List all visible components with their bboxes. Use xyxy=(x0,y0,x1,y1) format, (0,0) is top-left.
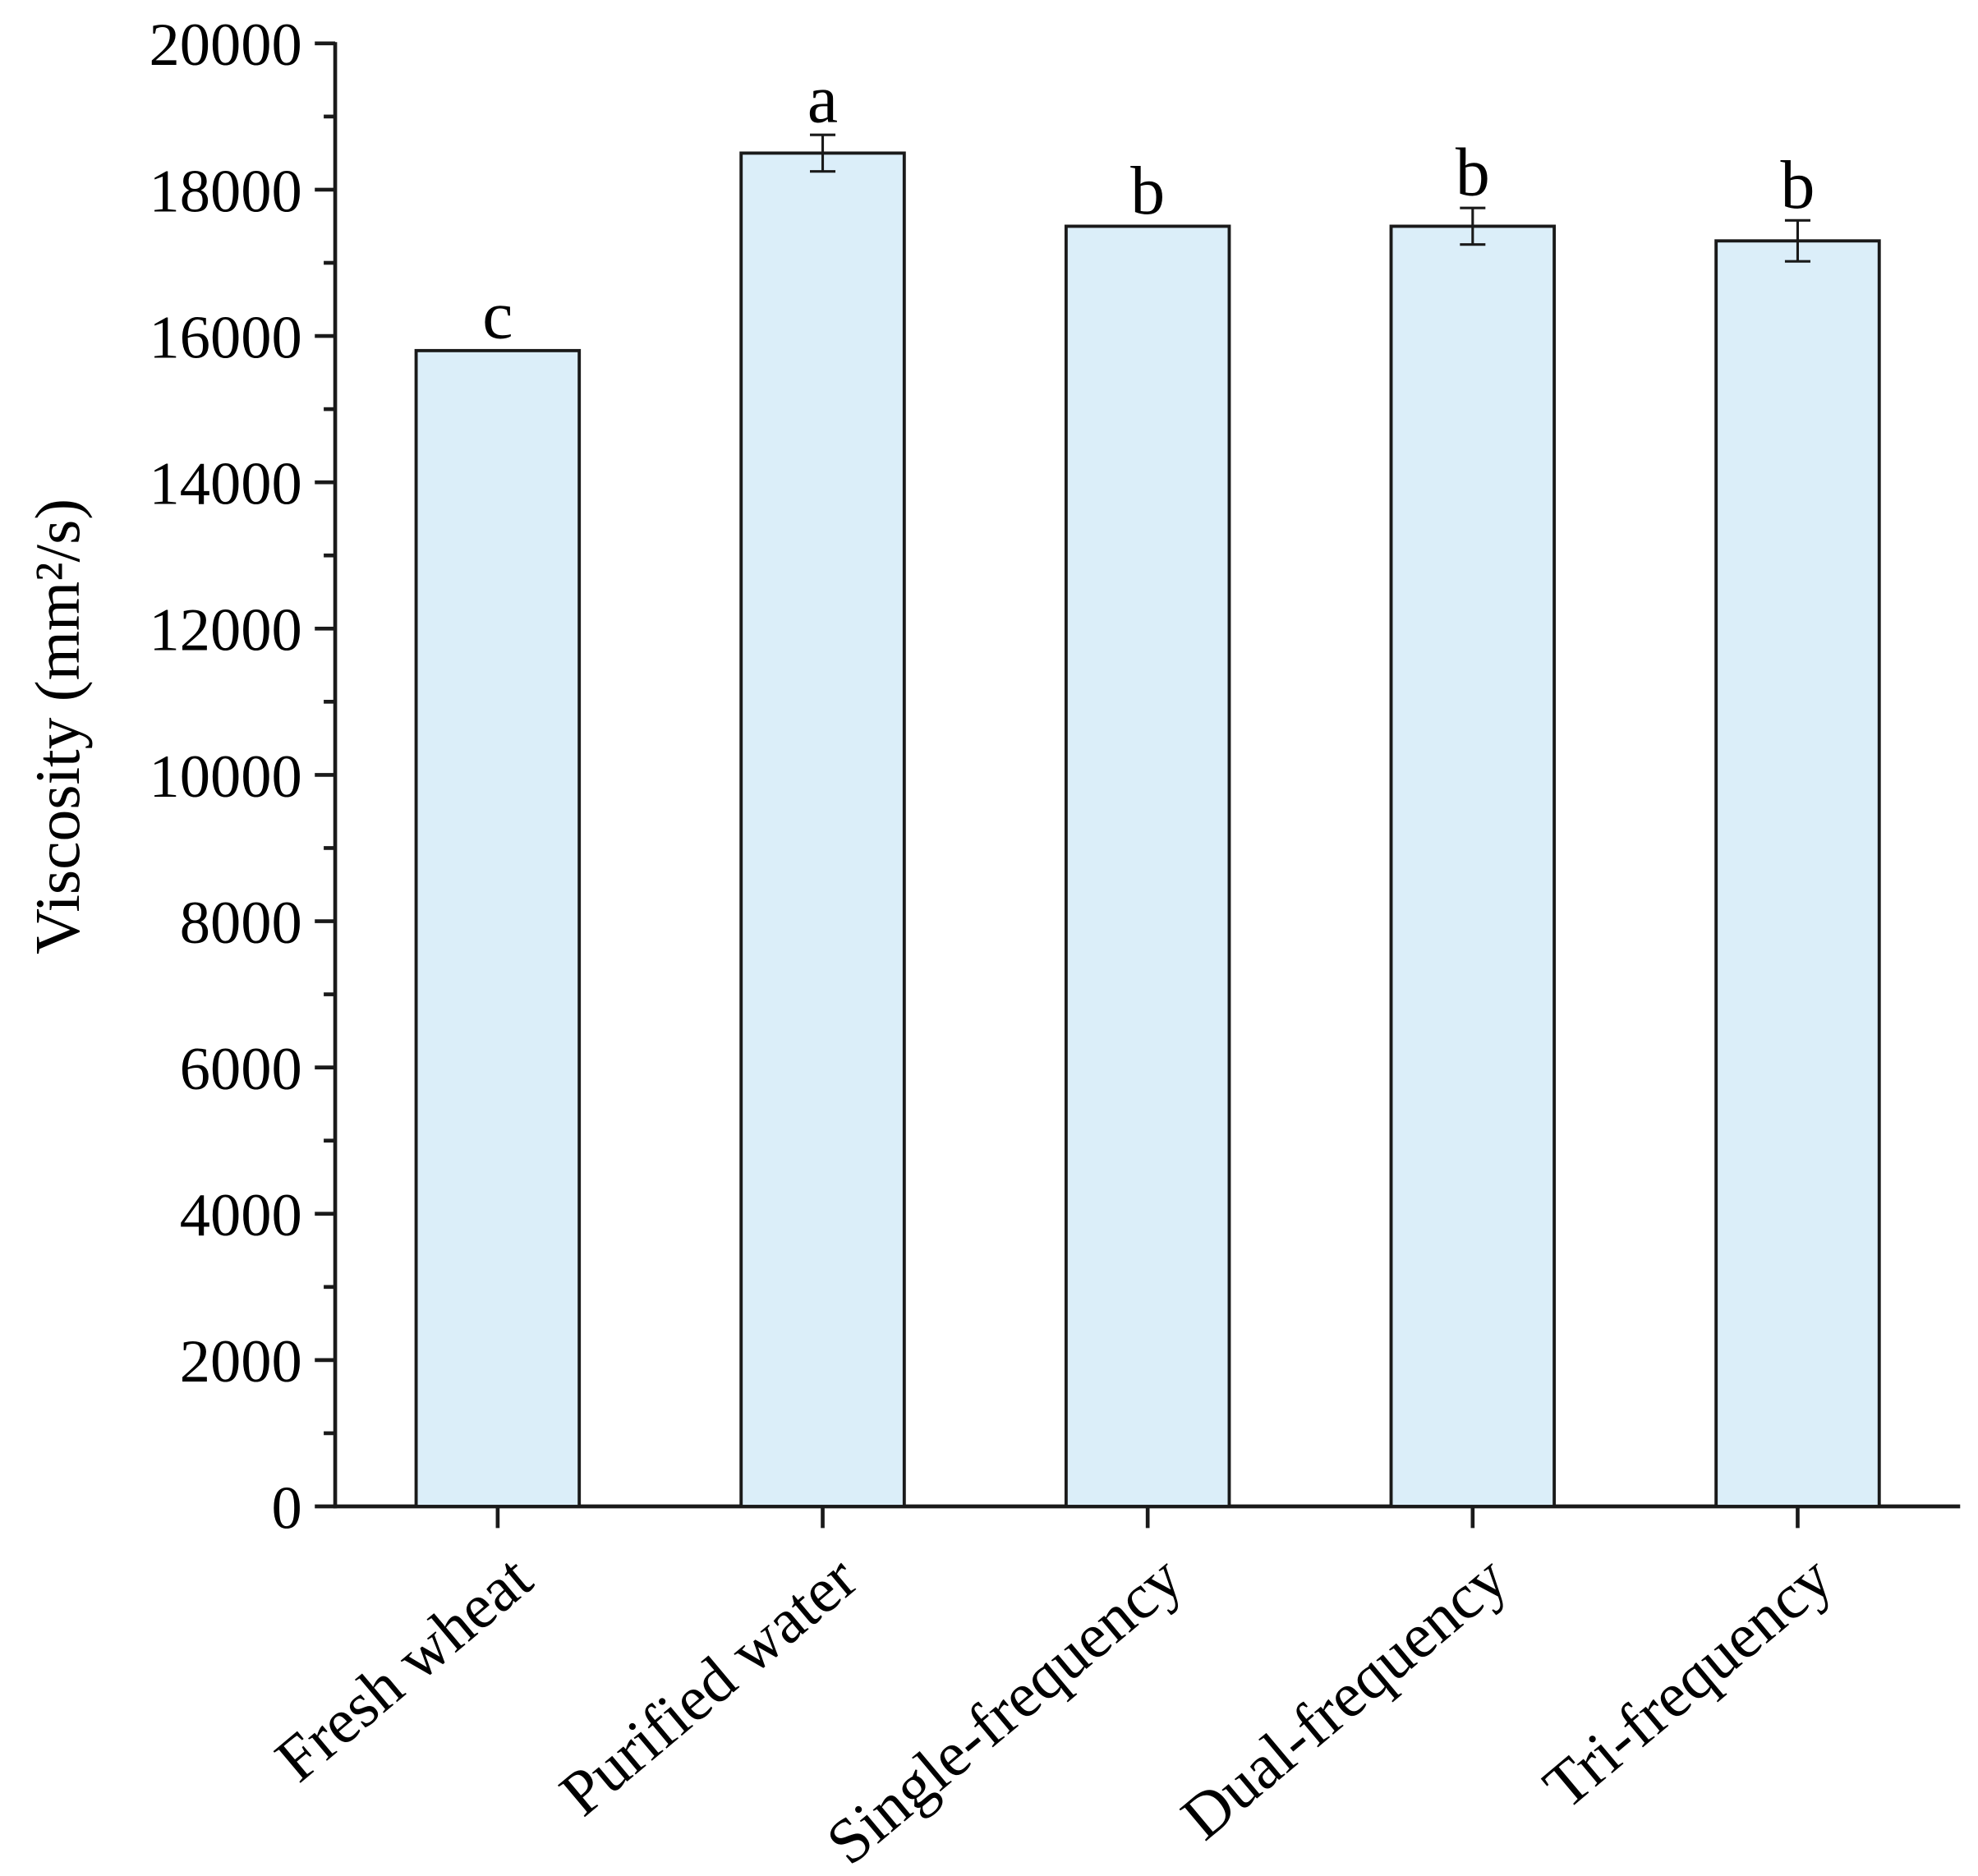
y-tick-label: 0 xyxy=(271,1474,301,1542)
bar xyxy=(1064,224,1231,1508)
error-bar xyxy=(810,133,836,173)
y-tick-label: 4000 xyxy=(180,1182,302,1249)
x-tick-label: Single-frequency xyxy=(813,1542,1195,1876)
y-axis-title: Viscosity (mm²/s) xyxy=(22,499,93,954)
x-tick-label: Purified water xyxy=(546,1542,870,1829)
annotation: c xyxy=(482,277,513,353)
y-tick-label: 8000 xyxy=(180,890,302,957)
y-tick-label: 2000 xyxy=(180,1328,302,1396)
annotation: b xyxy=(1130,153,1165,229)
bar xyxy=(1714,239,1881,1508)
error-bar xyxy=(1784,218,1810,263)
y-tick-label: 12000 xyxy=(150,597,302,664)
y-tick-label: 10000 xyxy=(150,743,302,811)
annotation: b xyxy=(1456,135,1490,211)
error-bar xyxy=(1460,206,1486,246)
y-tick-label: 14000 xyxy=(150,451,302,518)
bar xyxy=(739,151,906,1508)
y-tick-label: 6000 xyxy=(180,1036,302,1103)
annotation: a xyxy=(807,62,838,138)
y-tick-label: 16000 xyxy=(150,304,302,371)
bar xyxy=(414,348,582,1508)
x-tick-label: Fresh wheat xyxy=(262,1542,545,1795)
annotation: b xyxy=(1781,147,1815,223)
y-tick-label: 18000 xyxy=(150,158,302,225)
x-tick-label: Tri-frequency xyxy=(1530,1542,1845,1822)
y-tick-label: 20000 xyxy=(150,11,302,79)
x-tick-label: Dual-frequency xyxy=(1168,1542,1520,1853)
bar xyxy=(1389,224,1557,1508)
